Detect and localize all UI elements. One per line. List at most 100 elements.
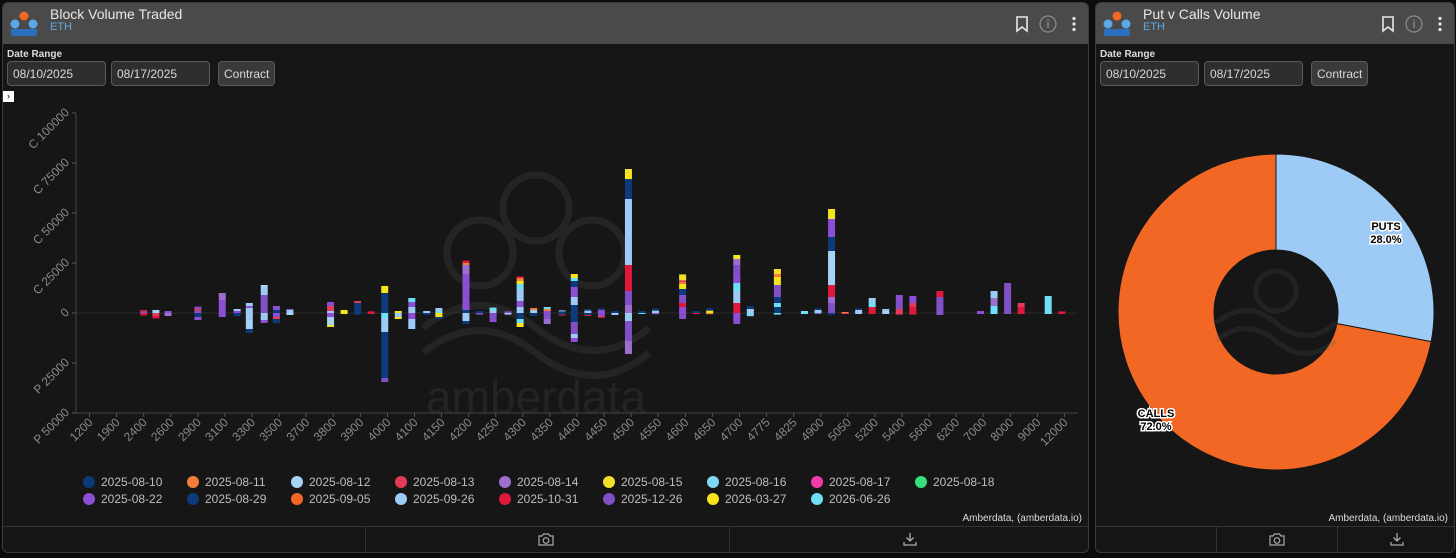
bar-segment-call[interactable] [814,308,822,310]
bar-segment-call[interactable] [570,287,578,297]
bar-segment-call[interactable] [909,303,917,307]
bar-segment-put[interactable] [909,313,917,315]
bar-segment-put[interactable] [733,313,741,321]
bar-segment-put[interactable] [272,317,280,319]
start-date-input[interactable] [1100,61,1199,86]
bar-segment-call[interactable] [746,306,754,309]
bar-segment-put[interactable] [543,313,551,319]
legend-item[interactable]: 2026-06-26 [811,492,890,506]
bar-segment-call[interactable] [773,307,781,313]
bar-segment-call[interactable] [340,310,348,313]
bar-segment-put[interactable] [152,313,160,316]
bar-segment-put[interactable] [855,313,863,314]
bar-segment-call[interactable] [611,311,619,313]
bar-segment-put[interactable] [260,313,268,320]
bar-segment-call[interactable] [936,291,944,297]
bar-segment-call[interactable] [855,310,863,313]
bar-segment-put[interactable] [800,313,808,314]
bar-segment-call[interactable] [435,311,443,313]
bar-segment-put[interactable] [706,313,714,315]
bar-segment-put[interactable] [152,316,160,319]
bar-segment-put[interactable] [570,334,578,338]
download-button[interactable] [730,527,1088,552]
legend-item[interactable]: 2025-08-14 [499,475,578,489]
bar-segment-call[interactable] [1044,296,1052,313]
legend-item[interactable]: 2025-08-18 [915,475,994,489]
bar-segment-call[interactable] [381,286,389,293]
bar-segment-call[interactable] [882,310,890,313]
bar-segment-put[interactable] [558,313,566,315]
bar-segment-put[interactable] [194,317,202,320]
legend-item[interactable]: 2025-08-29 [187,492,266,506]
end-date-input[interactable] [111,61,210,86]
bar-segment-call[interactable] [489,310,497,313]
bar-segment-put[interactable] [597,316,605,318]
bar-segment-call[interactable] [218,293,226,300]
bar-segment-put[interactable] [584,313,592,315]
bar-segment-put[interactable] [435,317,443,319]
bar-segment-put[interactable] [543,319,551,324]
bar-segment-call[interactable] [679,303,687,307]
bar-segment-call[interactable] [543,309,551,311]
bar-segment-put[interactable] [1058,313,1066,314]
bar-segment-put[interactable] [882,313,890,314]
bar-segment-put[interactable] [841,313,849,314]
bar-segment-call[interactable] [260,285,268,287]
legend-item[interactable]: 2025-08-12 [291,475,370,489]
bar-segment-put[interactable] [260,320,268,323]
bar-segment-call[interactable] [327,306,335,311]
bar-segment-call[interactable] [245,303,253,306]
bar-segment-call[interactable] [394,311,402,313]
bar-segment-put[interactable] [327,325,335,327]
bar-segment-call[interactable] [516,281,524,284]
bar-segment-call[interactable] [286,309,294,310]
bar-segment-call[interactable] [800,311,808,313]
bar-segment-call[interactable] [733,259,741,265]
legend-item[interactable]: 2025-08-13 [395,475,474,489]
bar-segment-call[interactable] [354,301,362,303]
bar-segment-call[interactable] [828,219,836,237]
bar-segment-put[interactable] [652,313,660,315]
bar-segment-call[interactable] [773,277,781,285]
legend-item[interactable]: 2026-03-27 [707,492,786,506]
bar-segment-put[interactable] [272,313,280,317]
bar-segment-call[interactable] [1004,283,1012,313]
bar-segment-call[interactable] [543,307,551,309]
bar-segment-put[interactable] [218,313,226,317]
bar-segment-put[interactable] [435,313,443,317]
bar-segment-call[interactable] [733,255,741,259]
info-icon[interactable] [1404,14,1424,34]
legend-item[interactable]: 2025-08-10 [83,475,162,489]
legend-item[interactable]: 2025-08-22 [83,492,162,506]
bar-segment-put[interactable] [868,313,876,314]
bar-segment-call[interactable] [570,281,578,287]
bar-segment-put[interactable] [624,313,632,321]
bar-segment-call[interactable] [423,311,431,313]
bar-segment-put[interactable] [746,313,754,315]
bar-segment-call[interactable] [408,298,416,302]
bar-segment-call[interactable] [570,297,578,305]
bar-segment-call[interactable] [679,274,687,281]
bar-segment-call[interactable] [652,310,660,313]
legend-item[interactable]: 2025-08-17 [811,475,890,489]
bar-segment-call[interactable] [624,179,632,199]
bar-segment-put[interactable] [245,321,253,329]
bar-segment-call[interactable] [530,308,538,310]
bar-segment-put[interactable] [367,313,375,314]
bar-segment-call[interactable] [194,306,202,309]
vertical-dots-icon[interactable] [1430,14,1450,34]
bar-segment-call[interactable] [140,311,148,313]
bar-segment-call[interactable] [909,307,917,313]
bar-segment-call[interactable] [652,308,660,311]
bar-segment-call[interactable] [733,275,741,283]
bar-segment-call[interactable] [476,311,484,313]
bar-segment-call[interactable] [597,310,605,313]
contract-button[interactable]: Contract [218,61,275,86]
bar-segment-call[interactable] [286,310,294,313]
legend-item[interactable]: 2025-08-11 [187,475,266,489]
bar-segment-put[interactable] [530,313,538,316]
bar-segment-put[interactable] [516,323,524,327]
bar-segment-call[interactable] [624,291,632,305]
bar-segment-put[interactable] [140,313,148,316]
bar-segment-put[interactable] [624,321,632,341]
